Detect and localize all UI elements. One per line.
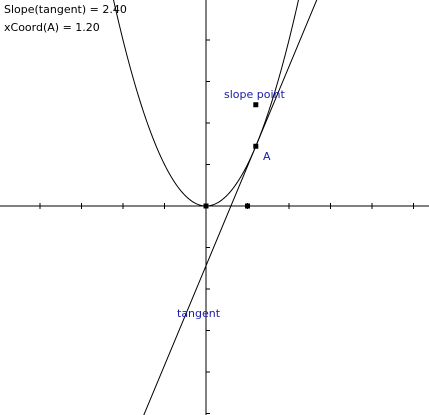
slope-readout-value: 2.40: [102, 3, 127, 16]
point-a-label[interactable]: A: [263, 150, 271, 163]
slope-point-label[interactable]: slope point: [224, 88, 285, 101]
curves: [113, 0, 321, 415]
points: [203, 102, 259, 209]
unit-point[interactable]: [245, 203, 250, 209]
tangent-label[interactable]: tangent: [177, 307, 221, 320]
xcoord-readout-value: 1.20: [75, 21, 100, 34]
tangent-line[interactable]: [139, 0, 321, 415]
slope-point[interactable]: [253, 102, 259, 108]
xcoord-readout-label: xCoord(A): [4, 21, 60, 34]
slope-readout-label: Slope(tangent): [4, 3, 87, 16]
origin-point[interactable]: [203, 203, 209, 209]
xcoord-readout: xCoord(A) = 1.20: [4, 21, 100, 34]
slope-readout: Slope(tangent) = 2.40: [4, 3, 127, 16]
point-a[interactable]: [253, 143, 259, 149]
